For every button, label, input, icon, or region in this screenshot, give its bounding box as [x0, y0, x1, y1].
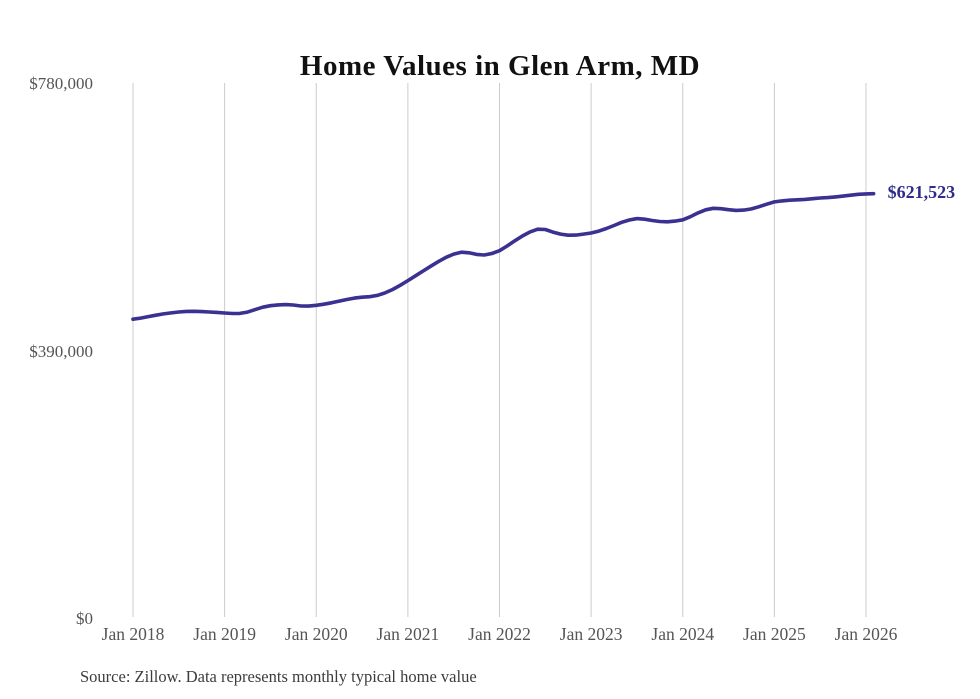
home-value-line — [131, 191, 876, 321]
x-tick-label-jan-2022: Jan 2022 — [468, 624, 531, 644]
chart-title: Home Values in Glen Arm, MD — [299, 50, 701, 83]
y-tick-label-0: $0 — [76, 609, 93, 628]
x-tick-label-jan-2023: Jan 2023 — [559, 624, 623, 644]
y-tick-label-2: $780,000 — [29, 74, 93, 93]
x-tick-label-jan-2021: Jan 2021 — [376, 624, 440, 644]
latest-value-label: $621,523 — [887, 181, 956, 202]
gridline-group — [132, 83, 867, 617]
x-tick-label-jan-2018: Jan 2018 — [101, 624, 165, 644]
y-tick-label-1: $390,000 — [29, 341, 93, 361]
x-tick-label-jan-2025: Jan 2025 — [743, 624, 806, 644]
x-tick-label-jan-2019: Jan 2019 — [193, 624, 256, 644]
source-note: Source: Zillow. Data represents monthly … — [80, 667, 477, 686]
x-tick-label-jan-2026: Jan 2026 — [834, 624, 898, 644]
x-tick-label-jan-2020: Jan 2020 — [284, 624, 348, 644]
x-tick-label-jan-2024: Jan 2024 — [651, 624, 715, 644]
